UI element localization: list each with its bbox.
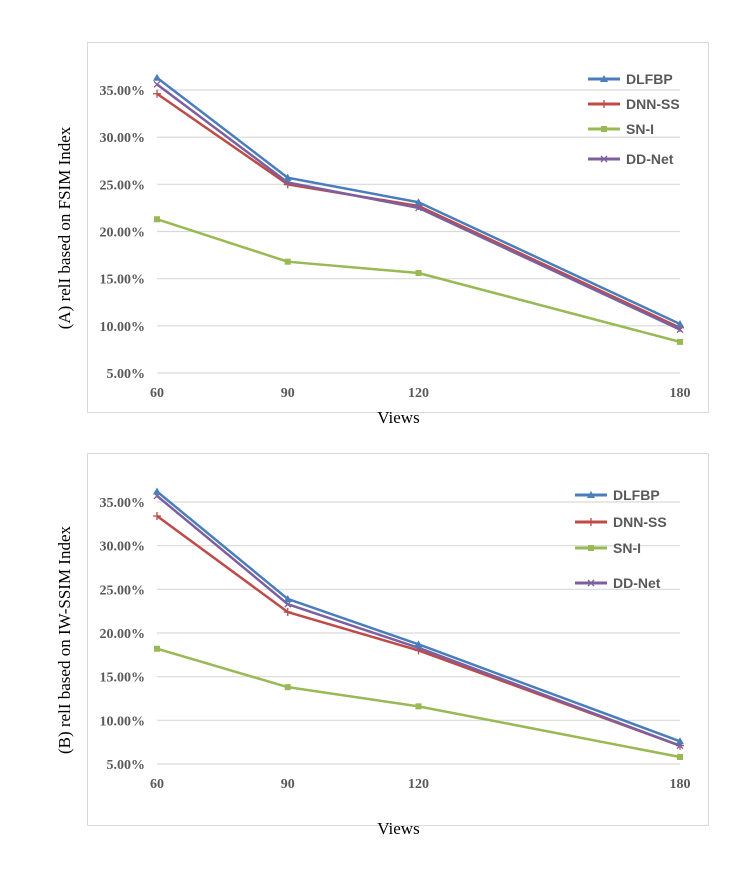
legend-item: SN-I: [575, 540, 641, 556]
triangle-marker: [153, 73, 161, 81]
plus-marker: [600, 100, 608, 108]
x-marker: [415, 204, 422, 212]
y-axis-title: (B) relI based on IW-SSIM Index: [55, 525, 74, 754]
square-marker: [415, 703, 422, 710]
y-tick-label: 25.00%: [100, 583, 146, 598]
x-tick-label: 180: [670, 777, 691, 792]
x-marker: [284, 600, 292, 608]
x-tick-label: 120: [408, 777, 429, 792]
x-tick-label: 120: [408, 386, 429, 401]
series-dlfbp: [153, 73, 684, 327]
legend-label: DD-Net: [613, 575, 661, 591]
y-tick-label: 5.00%: [107, 367, 146, 382]
chart-panel-0: 5.00% 10.00% 15.00% 20.00% 25.00% 30.00% 35.00…: [55, 42, 709, 427]
legend-label: DNN-SS: [626, 96, 680, 112]
legend-item: DLFBP: [575, 487, 660, 503]
square-marker: [154, 216, 160, 223]
plus-marker: [153, 511, 161, 520]
square-marker: [154, 645, 160, 652]
triangle-marker: [153, 487, 161, 495]
y-tick-label: 30.00%: [100, 131, 146, 146]
square-marker: [601, 126, 607, 132]
chart-border: [87, 453, 709, 826]
y-tick-label: 5.00%: [107, 758, 146, 773]
plus-marker: [283, 608, 292, 617]
x-marker: [587, 579, 595, 587]
triangle-marker: [676, 319, 684, 327]
square-marker: [588, 545, 594, 551]
legend-item: DNN-SS: [588, 96, 680, 112]
triangle-marker: [600, 75, 608, 82]
y-tick-label: 20.00%: [100, 627, 146, 642]
legend-label: SN-I: [613, 540, 641, 556]
x-marker: [153, 80, 161, 88]
y-tick-label: 15.00%: [100, 671, 146, 686]
triangle-marker: [587, 491, 595, 498]
y-tick-label: 35.00%: [100, 496, 146, 511]
triangle-marker: [414, 198, 423, 206]
square-marker: [677, 754, 683, 761]
series-line: [156, 494, 681, 747]
legend-item: DLFBP: [588, 71, 673, 87]
x-tick-label: 60: [150, 386, 164, 401]
y-tick-label: 20.00%: [100, 226, 146, 241]
x-tick-label: 90: [281, 386, 295, 401]
x-axis-title: Views: [377, 819, 419, 838]
square-marker: [284, 258, 291, 265]
series-dd-net: [153, 80, 684, 334]
legend-label: DNN-SS: [613, 514, 667, 530]
legend-label: DD-Net: [626, 151, 674, 167]
x-tick-label: 180: [670, 386, 691, 401]
triangle-marker: [283, 594, 292, 602]
chart-panel-1: 5.00% 10.00% 15.00% 20.00% 25.00% 30.00% 35.00…: [55, 453, 709, 838]
series-line: [156, 647, 681, 759]
series-dlfbp: [153, 487, 684, 745]
triangle-marker: [283, 173, 292, 181]
square-marker: [415, 270, 422, 277]
y-tick-label: 15.00%: [100, 273, 146, 288]
y-tick-label: 30.00%: [100, 540, 146, 555]
triangle-marker: [414, 640, 423, 648]
series-line: [156, 490, 681, 743]
y-tick-label: 25.00%: [100, 178, 146, 193]
y-tick-label: 10.00%: [100, 320, 146, 335]
y-tick-label: 10.00%: [100, 714, 146, 729]
y-axis-title: (A) relI based on FSIM Index: [55, 126, 74, 329]
plus-marker: [587, 518, 595, 526]
plus-marker: [153, 89, 161, 98]
series-line: [156, 83, 681, 331]
legend-item: DD-Net: [588, 151, 674, 167]
series-line: [156, 218, 681, 344]
legend-item: SN-I: [588, 121, 654, 137]
legend-item: DD-Net: [575, 575, 661, 591]
square-marker: [677, 338, 683, 345]
x-tick-label: 90: [281, 777, 295, 792]
series-sn-i: [154, 645, 683, 761]
legend-label: SN-I: [626, 121, 654, 137]
legend-label: DLFBP: [613, 487, 660, 503]
x-marker: [676, 326, 684, 334]
triangle-marker: [676, 737, 684, 745]
legend-item: DNN-SS: [575, 514, 667, 530]
series-sn-i: [154, 216, 683, 345]
y-tick-label: 35.00%: [100, 84, 146, 99]
x-tick-label: 60: [150, 777, 164, 792]
legend-label: DLFBP: [626, 71, 673, 87]
x-axis-title: Views: [377, 408, 419, 427]
square-marker: [284, 684, 291, 691]
series-line: [156, 76, 681, 326]
x-marker: [600, 155, 608, 163]
